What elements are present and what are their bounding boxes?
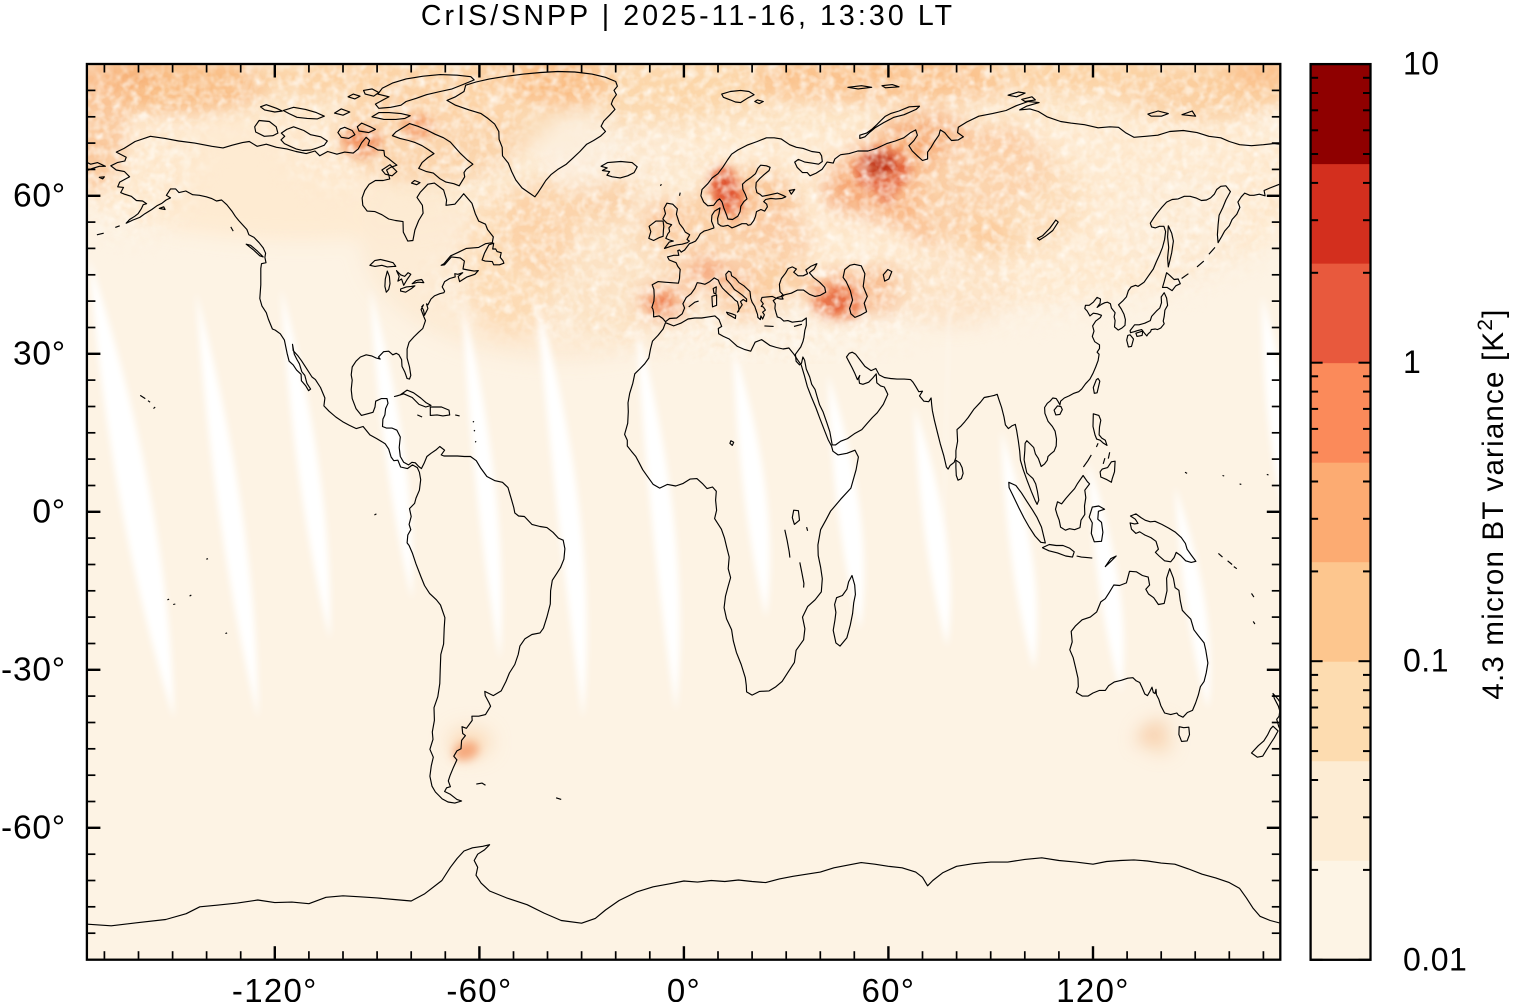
- svg-text:0°: 0°: [667, 972, 701, 1002]
- svg-text:1: 1: [1403, 344, 1421, 380]
- svg-text:-60°: -60°: [446, 972, 512, 1002]
- svg-text:-30°: -30°: [1, 652, 66, 689]
- svg-text:0.01: 0.01: [1403, 941, 1467, 977]
- svg-text:4.3 micron BT variance [K2]: 4.3 micron BT variance [K2]: [1474, 308, 1510, 699]
- svg-text:10: 10: [1403, 46, 1440, 82]
- svg-text:120°: 120°: [1056, 972, 1129, 1002]
- svg-text:0.1: 0.1: [1403, 643, 1449, 679]
- svg-text:-120°: -120°: [232, 972, 318, 1002]
- svg-text:60°: 60°: [13, 178, 66, 215]
- svg-text:CrIS/SNPP | 2025-11-16, 13:30: CrIS/SNPP | 2025-11-16, 13:30 LT: [421, 0, 955, 32]
- svg-text:30°: 30°: [13, 336, 66, 373]
- svg-text:60°: 60°: [861, 972, 915, 1002]
- svg-text:-60°: -60°: [1, 810, 66, 847]
- svg-text:0°: 0°: [32, 494, 66, 531]
